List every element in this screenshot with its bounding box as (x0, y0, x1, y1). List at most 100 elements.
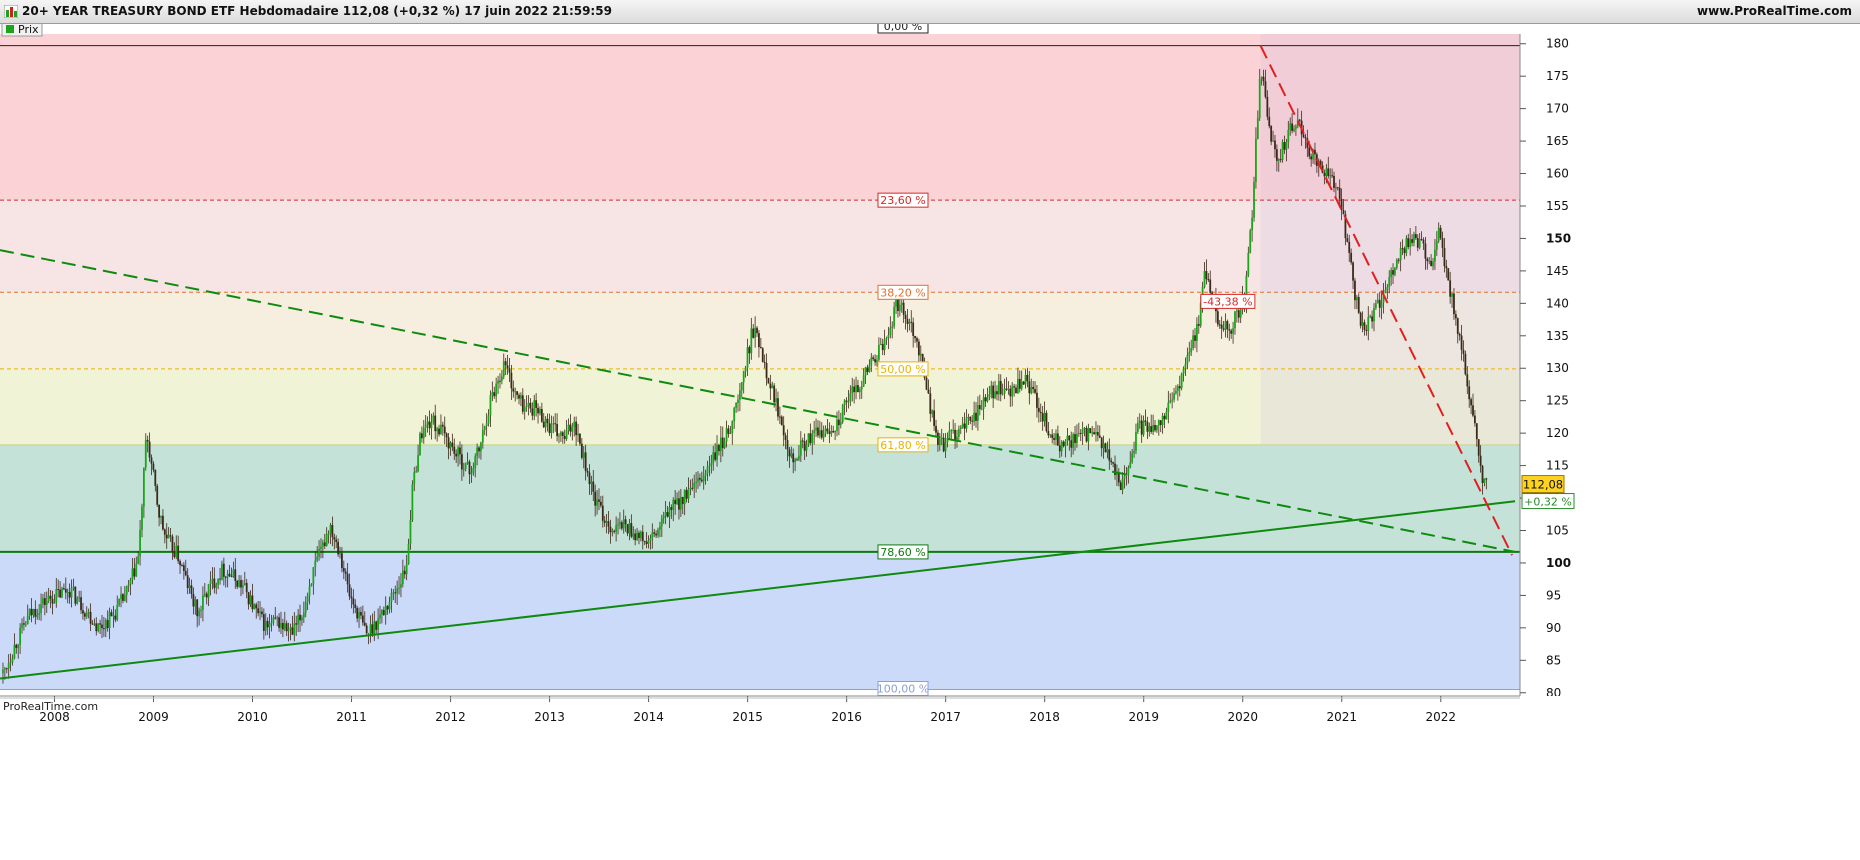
candle-body (331, 524, 334, 538)
candle (594, 484, 597, 517)
candle (1310, 153, 1313, 167)
candle-body (371, 624, 374, 635)
candle (1392, 263, 1394, 284)
candle-body (933, 410, 936, 426)
candle (1335, 182, 1337, 199)
candle (1116, 464, 1118, 487)
candle-body (1454, 314, 1457, 319)
candle (196, 599, 199, 628)
candle-body (788, 449, 791, 457)
candle (798, 444, 800, 462)
candle (1249, 228, 1252, 254)
candle (1180, 372, 1183, 391)
candle-body (938, 439, 941, 445)
candle (887, 326, 890, 350)
candle-body (401, 570, 404, 585)
candle (1100, 436, 1103, 457)
candle-body (874, 359, 876, 363)
candle (1036, 384, 1038, 418)
candle (228, 565, 231, 578)
candle (363, 611, 366, 627)
candle (1085, 425, 1088, 443)
candle-body (1182, 368, 1185, 374)
candle-body (400, 584, 402, 588)
candle-body (192, 594, 195, 607)
candle (1135, 423, 1137, 455)
price-chart[interactable]: 0,00 %23,60 %38,20 %50,00 %61,80 %78,60 … (0, 24, 1860, 860)
candle-body (851, 386, 854, 394)
candle (491, 381, 494, 402)
candle (1087, 423, 1090, 451)
candle (554, 413, 557, 432)
candle-body (1133, 450, 1135, 454)
candle-body (483, 426, 486, 431)
candle-body (771, 385, 774, 389)
candle-body (876, 359, 878, 363)
candle-body (1371, 316, 1373, 322)
candle-body (144, 439, 147, 468)
candle-body (1093, 432, 1095, 435)
candle-body (495, 383, 498, 397)
candle (607, 511, 610, 535)
candle (714, 443, 717, 462)
time-axis: 2008 2009 2010 2011 2012 2013 2014 2015 2016 2017… (0, 695, 1860, 860)
candle-body (763, 361, 766, 364)
candle (916, 336, 918, 348)
candle (1426, 257, 1429, 270)
candle (276, 615, 279, 627)
candle-body (1232, 328, 1234, 334)
candle (1477, 439, 1480, 463)
candle-body (1312, 149, 1314, 160)
time-tick-label: 2021 (1326, 710, 1357, 724)
candle-body (1367, 317, 1370, 331)
candle-body (1114, 463, 1116, 475)
candle-body (1346, 238, 1349, 242)
candle (422, 419, 425, 444)
candle (504, 357, 507, 376)
candle-body (19, 627, 22, 645)
candle-body (647, 540, 650, 544)
candle (868, 359, 871, 373)
candle-body (1157, 420, 1160, 426)
candle (1106, 441, 1109, 459)
candle (689, 479, 692, 496)
fib-label: 50,00 % (877, 361, 929, 377)
candle-body (276, 617, 279, 619)
candle (1119, 480, 1122, 491)
candle-body (826, 428, 829, 432)
candle (209, 571, 212, 596)
candle (266, 617, 269, 636)
candle-body (777, 398, 779, 417)
candle (1226, 319, 1229, 339)
candle (1144, 409, 1147, 426)
candle-body (900, 302, 903, 305)
candle (72, 578, 75, 591)
candle (838, 410, 840, 436)
candle (232, 561, 235, 578)
candle (464, 462, 467, 472)
candle-body (350, 596, 353, 599)
candle-body (725, 428, 728, 442)
candle-body (660, 518, 663, 527)
candle (1361, 311, 1364, 333)
candle (21, 618, 23, 634)
candle (1437, 222, 1440, 244)
candle (495, 377, 498, 403)
candle-body (1464, 353, 1467, 375)
candle-body (1009, 388, 1012, 397)
candle (415, 465, 418, 473)
candle-body (245, 582, 248, 593)
candle-body (834, 430, 837, 433)
candle-body (417, 455, 419, 472)
candle-body (1079, 432, 1082, 434)
candle-body (596, 499, 598, 506)
candle-body (1319, 160, 1322, 166)
candle-body (973, 412, 976, 422)
site-link[interactable]: www.ProRealTime.com (1697, 4, 1852, 18)
candle (754, 316, 757, 348)
candle-body (615, 525, 618, 532)
candle-body (790, 453, 793, 457)
candle-body (1416, 238, 1419, 248)
candle (647, 535, 650, 549)
candle (341, 547, 343, 573)
